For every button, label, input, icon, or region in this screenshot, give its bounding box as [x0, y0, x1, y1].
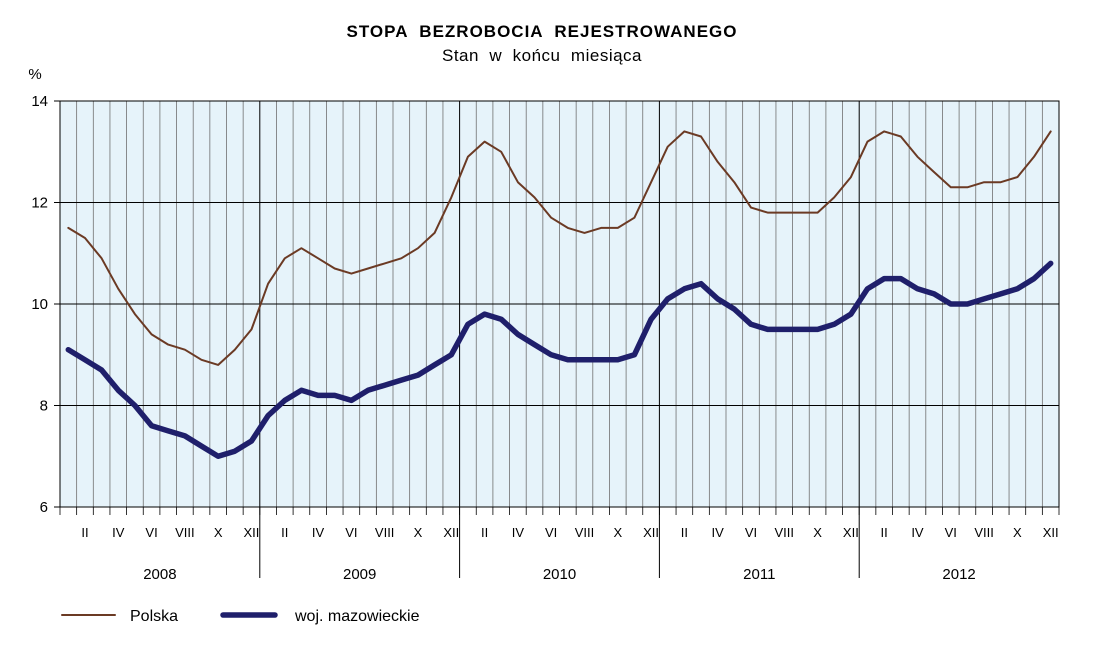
x-month-label: IV: [911, 525, 924, 540]
y-tick-label: 12: [31, 195, 48, 212]
chart-title: STOPA BEZROBOCIA REJESTROWANEGO: [347, 22, 738, 41]
x-year-label: 2009: [343, 566, 376, 583]
x-month-label: VIII: [175, 525, 195, 540]
x-month-label: XII: [643, 525, 659, 540]
x-year-label: 2011: [743, 566, 775, 583]
x-month-label: VI: [745, 525, 757, 540]
x-month-label: VIII: [974, 525, 994, 540]
x-year-label: 2008: [143, 566, 176, 583]
y-tick-label: 10: [31, 296, 48, 313]
y-axis-unit-label: %: [28, 66, 41, 83]
legend: Polska woj. mazowieckie: [61, 608, 420, 625]
y-tick-label: 6: [40, 499, 48, 516]
grid-lines: [60, 100, 1059, 508]
chart-subtitle: Stan w końcu miesiąca: [442, 46, 642, 65]
x-month-label: VIII: [375, 525, 395, 540]
x-month-label: XII: [443, 525, 459, 540]
x-month-label: XII: [1043, 525, 1059, 540]
x-year-label: 2012: [942, 566, 975, 583]
x-month-label: X: [214, 525, 223, 540]
legend-mazowieckie-label: woj. mazowieckie: [294, 608, 420, 625]
series-line-mazowieckie: [65, 260, 1054, 460]
x-month-label: VI: [545, 525, 557, 540]
x-month-label: X: [813, 525, 822, 540]
x-month-label: XII: [843, 525, 859, 540]
x-month-label: II: [81, 525, 88, 540]
x-month-label: II: [681, 525, 688, 540]
x-month-label: VIII: [775, 525, 795, 540]
y-tick-label: 8: [40, 398, 48, 415]
legend-polska-label: Polska: [130, 608, 178, 625]
x-year-label: 2010: [543, 566, 576, 583]
x-month-label: XII: [244, 525, 260, 540]
x-month-label: X: [1013, 525, 1022, 540]
axes: [54, 100, 1060, 578]
x-month-label: II: [881, 525, 888, 540]
x-month-label: IV: [712, 525, 725, 540]
x-month-label: II: [481, 525, 488, 540]
x-month-label: II: [281, 525, 288, 540]
x-month-label: X: [613, 525, 622, 540]
x-month-label: VIII: [575, 525, 595, 540]
series-line-polska: [67, 130, 1052, 366]
x-month-label: VI: [945, 525, 957, 540]
y-tick-label: 14: [31, 93, 48, 110]
x-month-label: VI: [145, 525, 157, 540]
x-month-label: VI: [345, 525, 357, 540]
x-month-label: IV: [512, 525, 525, 540]
x-month-label: X: [414, 525, 423, 540]
x-month-label: IV: [312, 525, 325, 540]
x-month-label: IV: [112, 525, 125, 540]
series-lines: [65, 130, 1054, 460]
